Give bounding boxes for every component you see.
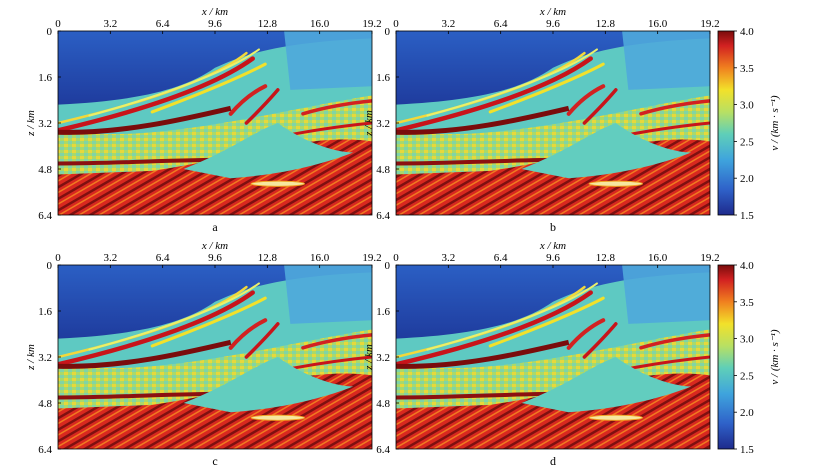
panel-a: 0 3.2 6.4 9.6 12.8 16.0 19.2 x / km 0 1.6 3.2 4.8 6.… [25, 6, 382, 234]
colorbar-tick-label: 1.5 [740, 210, 754, 222]
x-tick-label: 12.8 [258, 18, 278, 30]
x-tick-label: 16.0 [648, 252, 668, 264]
colorbar-tick-label: 3.0 [740, 100, 754, 112]
z-axis-title: z / km [25, 344, 37, 371]
colorbar-tick-label: 2.0 [740, 407, 754, 419]
z-tick-label: 1.6 [38, 72, 52, 84]
x-tick-label: 16.0 [648, 18, 668, 30]
colorbar-tick-label: 3.5 [740, 297, 754, 309]
x-tick-label: 12.8 [596, 18, 616, 30]
velocity-image [58, 31, 372, 215]
z-tick-label: 0 [47, 260, 53, 272]
z-tick-label: 0 [47, 26, 53, 38]
velocity-image [396, 265, 710, 449]
x-tick-label: 0 [55, 18, 61, 30]
x-tick-label: 3.2 [103, 252, 117, 264]
z-tick-label: 4.8 [376, 398, 390, 410]
colorbar-tick-label: 4.0 [740, 26, 754, 38]
x-tick-label: 19.2 [700, 252, 719, 264]
x-tick-label: 3.2 [441, 18, 455, 30]
x-tick-label: 3.2 [441, 252, 455, 264]
colorbar-tick-label: 4.0 [740, 260, 754, 272]
x-tick-label: 6.4 [156, 252, 170, 264]
x-tick-label: 6.4 [156, 18, 170, 30]
z-tick-label: 4.8 [376, 164, 390, 176]
colorbar: 4.0 3.5 3.0 2.5 2.0 1.5 v / (km · s⁻¹) [717, 26, 781, 222]
x-tick-label: 16.0 [310, 252, 330, 264]
x-tick-label: 19.2 [362, 18, 381, 30]
x-axis-title: x / km [201, 6, 228, 18]
colorbar-tick-label: 2.0 [740, 173, 754, 185]
x-tick-label: 16.0 [310, 18, 330, 30]
panel-label: d [550, 454, 556, 468]
z-tick-label: 6.4 [38, 444, 52, 456]
panel-label: b [550, 220, 556, 234]
panel-b: 0 3.2 6.4 9.6 12.8 16.0 19.2 x / km 0 1.6 3.2 4.8 6.… [363, 6, 720, 234]
panel-label: c [212, 454, 217, 468]
x-tick-label: 9.6 [208, 18, 222, 30]
z-tick-label: 1.6 [376, 306, 390, 318]
x-tick-label: 9.6 [208, 252, 222, 264]
z-tick-label: 6.4 [376, 210, 390, 222]
z-tick-label: 6.4 [38, 210, 52, 222]
x-axis-title: x / km [539, 6, 566, 18]
panel-c: 0 3.2 6.4 9.6 12.8 16.0 19.2 x / km 0 1.6 3.2 4.8 6.… [25, 240, 382, 468]
z-tick-label: 0 [385, 260, 391, 272]
colorbar-title: v / (km · s⁻¹) [769, 329, 781, 385]
x-tick-label: 3.2 [103, 18, 117, 30]
colorbar-tick-label: 1.5 [740, 444, 754, 456]
x-tick-label: 9.6 [546, 18, 560, 30]
z-tick-label: 6.4 [376, 444, 390, 456]
z-tick-label: 4.8 [38, 164, 52, 176]
panel-label: a [212, 220, 218, 234]
z-tick-label: 3.2 [376, 352, 390, 364]
colorbar-tick-label: 3.5 [740, 63, 754, 75]
x-tick-label: 19.2 [700, 18, 719, 30]
x-tick-label: 6.4 [494, 252, 508, 264]
x-axis-title: x / km [201, 240, 228, 252]
z-tick-label: 3.2 [38, 118, 52, 130]
x-tick-label: 0 [55, 252, 61, 264]
z-tick-label: 1.6 [376, 72, 390, 84]
colorbar: 4.0 3.5 3.0 2.5 2.0 1.5 v / (km · s⁻¹) [717, 260, 781, 456]
z-axis-title: z / km [25, 110, 37, 137]
colorbar-tick-label: 2.5 [740, 370, 754, 382]
x-tick-label: 9.6 [546, 252, 560, 264]
colorbar-tick-label: 2.5 [740, 136, 754, 148]
x-axis-title: x / km [539, 240, 566, 252]
z-axis-title: z / km [363, 344, 375, 371]
velocity-image [396, 31, 710, 215]
velocity-image [58, 265, 372, 449]
z-tick-label: 3.2 [376, 118, 390, 130]
x-tick-label: 6.4 [494, 18, 508, 30]
colorbar-tick-label: 3.0 [740, 334, 754, 346]
z-tick-label: 0 [385, 26, 391, 38]
x-tick-label: 12.8 [258, 252, 278, 264]
x-tick-label: 19.2 [362, 252, 381, 264]
z-tick-label: 4.8 [38, 398, 52, 410]
z-tick-label: 3.2 [38, 352, 52, 364]
x-tick-label: 0 [393, 18, 399, 30]
panel-d: 0 3.2 6.4 9.6 12.8 16.0 19.2 x / km 0 1.6 3.2 4.8 6.… [363, 240, 720, 468]
x-tick-label: 0 [393, 252, 399, 264]
colorbar-title: v / (km · s⁻¹) [769, 95, 781, 151]
x-tick-label: 12.8 [596, 252, 616, 264]
z-tick-label: 1.6 [38, 306, 52, 318]
z-axis-title: z / km [363, 110, 375, 137]
